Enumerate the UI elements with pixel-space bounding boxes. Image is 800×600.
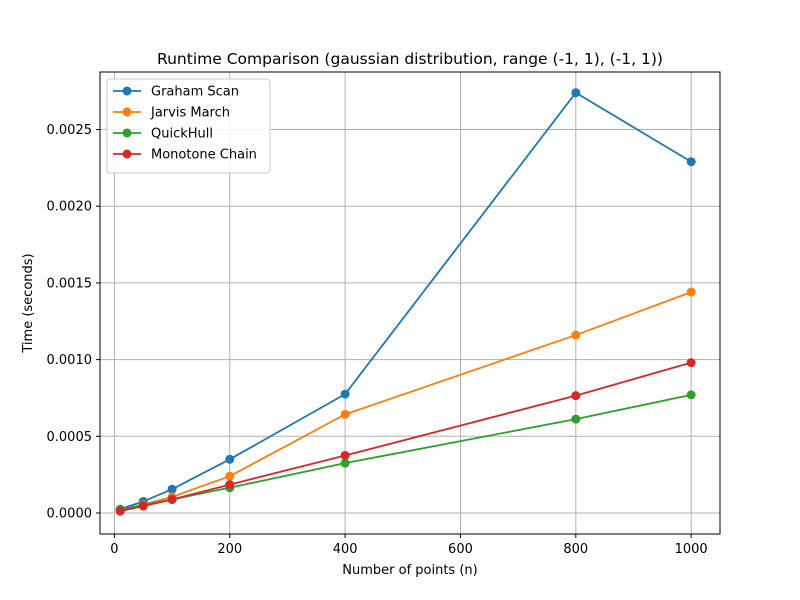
data-point-monotone-chain xyxy=(225,480,235,490)
series-monotone-chain xyxy=(115,358,696,516)
data-point-monotone-chain xyxy=(167,494,177,504)
data-point-monotone-chain xyxy=(138,501,148,511)
data-point-jarvis-march xyxy=(571,330,581,340)
data-point-monotone-chain xyxy=(686,358,696,368)
data-point-monotone-chain xyxy=(340,450,350,460)
legend-box xyxy=(106,78,271,174)
data-point-monotone-chain xyxy=(571,391,581,401)
y-tick-label: 0.0010 xyxy=(47,353,93,368)
x-tick-label: 600 xyxy=(448,542,473,557)
y-tick-label: 0.0000 xyxy=(47,506,93,521)
y-tick-label: 0.0005 xyxy=(47,430,93,445)
data-point-graham-scan xyxy=(571,88,581,98)
x-tick-label: 1000 xyxy=(675,542,708,557)
legend-marker-jarvis-march xyxy=(122,107,132,117)
x-tick-label: 0 xyxy=(110,542,118,557)
legend-marker-monotone-chain xyxy=(122,149,132,159)
x-axis: 0 200 400 600 800 1000 xyxy=(110,534,708,557)
data-point-graham-scan xyxy=(225,454,235,464)
legend-label-monotone-chain: Monotone Chain xyxy=(151,148,257,163)
legend-marker-quickhull xyxy=(122,128,132,138)
legend-label-quickhull: QuickHull xyxy=(151,127,213,142)
legend-label-jarvis-march: Jarvis March xyxy=(150,106,230,121)
data-point-graham-scan xyxy=(686,157,696,167)
y-axis-label: Time (seconds) xyxy=(21,253,36,353)
legend-entry-quickhull: QuickHull xyxy=(113,127,213,142)
x-tick-label: 800 xyxy=(563,542,588,557)
y-axis: 0.0000 0.0005 0.0010 0.0015 0.0020 0.0025 xyxy=(47,123,100,521)
series-lines xyxy=(115,88,696,516)
y-tick-label: 0.0025 xyxy=(47,123,93,138)
data-point-quickhull xyxy=(571,414,581,424)
x-tick-label: 200 xyxy=(217,542,242,557)
y-tick-label: 0.0020 xyxy=(47,200,93,215)
legend-entry-monotone-chain: Monotone Chain xyxy=(113,148,257,163)
legend-label-graham-scan: Graham Scan xyxy=(151,85,239,100)
data-point-graham-scan xyxy=(340,389,350,399)
y-tick-label: 0.0015 xyxy=(47,276,93,291)
plot-area-frame xyxy=(99,71,721,535)
data-point-jarvis-march xyxy=(686,287,696,297)
legend-entry-graham-scan: Graham Scan xyxy=(113,85,239,100)
data-point-quickhull xyxy=(686,390,696,400)
x-tick-label: 400 xyxy=(333,542,358,557)
data-point-graham-scan xyxy=(167,484,177,494)
grid-lines xyxy=(100,72,720,534)
legend: Graham Scan Jarvis March QuickHull Monotone… xyxy=(106,78,271,174)
legend-marker-graham-scan xyxy=(122,86,132,96)
chart-title: Runtime Comparison (gaussian distributio… xyxy=(157,50,663,68)
data-point-quickhull xyxy=(340,458,350,468)
data-point-jarvis-march xyxy=(225,471,235,481)
data-point-monotone-chain xyxy=(115,506,125,516)
x-axis-label: Number of points (n) xyxy=(342,563,477,578)
legend-entry-jarvis-march: Jarvis March xyxy=(113,106,230,121)
data-point-jarvis-march xyxy=(340,409,350,419)
